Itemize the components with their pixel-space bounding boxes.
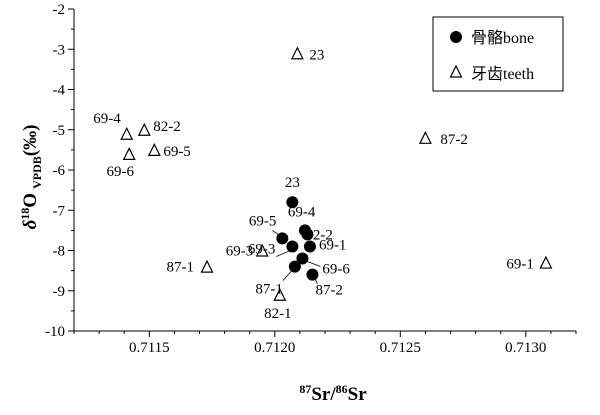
data-points: [120, 46, 553, 301]
bone-point-label: 87-1: [255, 282, 283, 298]
teeth-point: [120, 126, 134, 140]
bone-point-label: 69-6: [322, 262, 350, 278]
teeth-point-label: 82-2: [153, 119, 181, 135]
teeth-point: [273, 287, 287, 301]
bone-point: [288, 260, 301, 273]
teeth-point-label: 69-5: [163, 144, 191, 160]
bone-point-label: 87-2: [315, 283, 343, 299]
label-leader-line: [276, 250, 291, 257]
x-label-part-1: Sr/: [311, 384, 336, 405]
teeth-point-label: 87-1: [167, 260, 195, 276]
bone-point: [296, 252, 309, 265]
x-tick-label: 0.7125: [380, 340, 421, 356]
bone-point: [306, 268, 319, 281]
y-ticks: -10 -9 -8 -7 -6 -5 -4 -3 -2: [45, 2, 65, 340]
legend-bone-marker: [450, 31, 462, 43]
y-tick-label: -10: [45, 324, 65, 340]
legend-box: [432, 16, 564, 92]
teeth-point-label: 69-3: [226, 244, 254, 260]
y-label-delta: δ: [20, 219, 41, 229]
bone-point-label: 23: [285, 175, 300, 191]
y-tick-label: -4: [53, 83, 66, 99]
teeth-point: [290, 46, 304, 60]
x-label-sup-87: 87: [299, 382, 311, 396]
teeth-point-label: 87-2: [440, 132, 468, 148]
legend: 骨骼bone 牙齿teeth: [432, 16, 564, 92]
teeth-point: [200, 259, 214, 273]
y-label-main: O: [20, 193, 41, 208]
teeth-point: [137, 122, 151, 136]
x-tick-label: 0.7130: [505, 340, 546, 356]
label-leader-line: [282, 270, 293, 281]
y-tick-label: -6: [53, 163, 66, 179]
teeth-point: [539, 255, 553, 269]
y-label-sub: VPDB: [30, 156, 44, 189]
bone-point: [301, 228, 314, 241]
bone-point-label: 69-1: [319, 237, 347, 253]
bone-point-label: 82-2: [305, 227, 333, 243]
y-tick-label: -7: [53, 203, 66, 219]
y-tick-label: -5: [53, 123, 66, 139]
y-axis-label: δ18O VPDB(‰): [18, 125, 44, 230]
bone-point: [286, 240, 299, 253]
bone-point: [303, 240, 316, 253]
label-leader-line: [272, 230, 279, 235]
x-label-part-2: Sr: [348, 384, 368, 405]
x-tick-label: 0.7115: [129, 340, 170, 356]
legend-teeth-label: 牙齿teeth: [471, 65, 534, 83]
x-ticks: 0.7115 0.7120 0.7125 0.7130: [129, 340, 546, 356]
label-leader-line: [307, 261, 321, 267]
bone-point-label: 69-4: [288, 204, 316, 220]
y-tick-label: -2: [53, 2, 66, 18]
x-axis-label: 87Sr/86Sr: [299, 382, 367, 405]
axes: [68, 8, 577, 337]
bone-point: [276, 232, 289, 245]
bone-point: [286, 196, 299, 209]
point-labels: 23 69-4 82-2 69-5 69-1 69-3 69-6 87-1 87-2 23 69-4…: [93, 47, 534, 322]
y-tick-label: -3: [53, 42, 66, 58]
bone-point-label: 69-5: [249, 213, 277, 229]
label-leader-line: [315, 279, 318, 284]
teeth-point-label: 82-1: [264, 306, 292, 322]
teeth-point-label: 69-4: [93, 111, 121, 127]
legend-bone-label: 骨骼bone: [471, 29, 534, 47]
teeth-point: [122, 147, 136, 160]
y-label-sup: 18: [18, 208, 32, 220]
legend-teeth-marker: [449, 64, 463, 78]
teeth-point-label: 23: [309, 47, 324, 63]
y-tick-label: -9: [53, 284, 66, 300]
x-tick-label: 0.7120: [254, 340, 295, 356]
teeth-point-label: 69-1: [506, 257, 534, 273]
x-label-sup-86: 86: [336, 382, 348, 396]
teeth-point: [418, 130, 432, 144]
bone-point-label: 69-3: [248, 241, 276, 257]
leader-lines: [272, 230, 321, 284]
teeth-point: [147, 143, 161, 156]
y-label-unit: (‰): [20, 125, 41, 157]
teeth-point: [255, 243, 269, 257]
teeth-point-label: 69-6: [106, 164, 134, 180]
y-tick-label: -8: [53, 244, 66, 260]
